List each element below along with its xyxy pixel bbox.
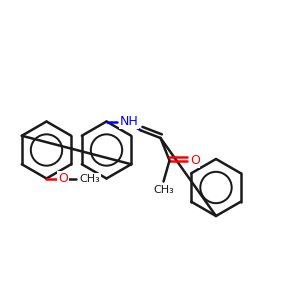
Text: CH₃: CH₃ [80,173,100,184]
Text: CH₃: CH₃ [153,185,174,195]
Text: NH: NH [120,115,139,128]
Text: O: O [58,172,68,185]
Text: O: O [190,154,200,167]
